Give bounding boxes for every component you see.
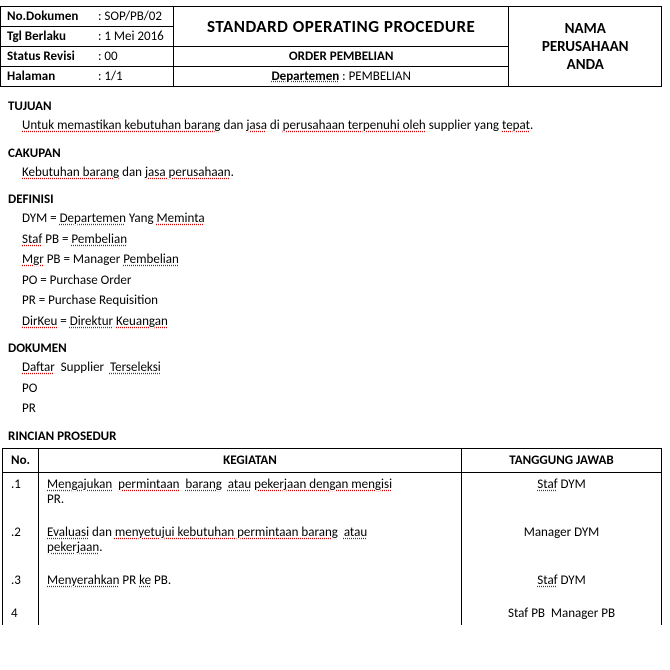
header-table: No.Dokumen : SOP/PB/02 STANDARD OPERATIN… (0, 6, 662, 87)
table-row: .1Mengajukan permintaan barang atau peke… (3, 472, 662, 521)
hdr-value-1: : 1 Mei 2016 (98, 29, 164, 44)
section-definisi: . DEFINISI DYM = Departemen Yang Meminta… (0, 192, 662, 331)
hdr-label-3: Halaman (7, 69, 95, 84)
table-row: .3Menyerahkan PR ke PB.Staf DYM (3, 569, 662, 602)
cell-tanggung-jawab: Staf DYM (462, 472, 662, 521)
hdr-label-0: No.Dokumen (7, 9, 95, 24)
definisi-line: DirKeu = Direktur Keuangan (22, 312, 662, 332)
table-row: .2Evaluasi dan menyetujui kebutuhan perm… (3, 521, 662, 569)
col-no: No. (3, 448, 39, 472)
section-rincian: . RINCIAN PROSEDUR (0, 429, 662, 444)
cell-tanggung-jawab: Staf DYM (462, 569, 662, 602)
cell-no: .3 (3, 569, 39, 602)
header-subtitle: ORDER PEMBELIAN (173, 47, 509, 67)
cell-tanggung-jawab: Staf PB Manager PB (462, 602, 662, 625)
cakupan-text: Kebutuhan barang dan jasa perusahaan. (22, 163, 662, 183)
header-title: STANDARD OPERATING PROCEDURE (173, 7, 509, 47)
procedure-table: No. KEGIATAN TANGGUNG JAWAB .1Mengajukan… (2, 448, 662, 625)
section-cakupan: . CAKUPAN Kebutuhan barang dan jasa peru… (0, 146, 662, 183)
cell-no: .1 (3, 472, 39, 521)
cell-kegiatan (39, 602, 462, 625)
company-name: NAMA PERUSAHAAN ANDA (509, 7, 662, 87)
col-tanggung-jawab: TANGGUNG JAWAB (462, 448, 662, 472)
definisi-line: Mgr PB = Manager Pembelian (22, 250, 662, 270)
hdr-value-3: : 1/1 (98, 69, 123, 84)
col-kegiatan: KEGIATAN (39, 448, 462, 472)
dokumen-line: PO (22, 379, 662, 399)
definisi-line: DYM = Departemen Yang Meminta (22, 209, 662, 229)
hdr-value-2: : 00 (98, 49, 118, 64)
cell-kegiatan: Evaluasi dan menyetujui kebutuhan permin… (39, 521, 462, 569)
hdr-label-1: Tgl Berlaku (7, 29, 95, 44)
header-department: Departemen : PEMBELIAN (173, 67, 509, 87)
cell-tanggung-jawab: Manager DYM (462, 521, 662, 569)
definisi-line: PR = Purchase Requisition (22, 291, 662, 311)
dokumen-line: PR (22, 399, 662, 419)
dokumen-line: Daftar Supplier Terseleksi (22, 358, 662, 378)
definisi-line: PO = Purchase Order (22, 271, 662, 291)
cell-no: .2 (3, 521, 39, 569)
section-tujuan: . TUJUAN Untuk memastikan kebutuhan bara… (0, 99, 662, 136)
cell-kegiatan: Mengajukan permintaan barang atau pekerj… (39, 472, 462, 521)
tujuan-text: Untuk memastikan kebutuhan barang dan ja… (22, 116, 662, 136)
table-row: 4 Staf PB Manager PB (3, 602, 662, 625)
section-dokumen: 4. DOKUMEN Daftar Supplier TerseleksiPOP… (0, 341, 662, 419)
hdr-value-0: : SOP/PB/02 (98, 9, 162, 24)
hdr-label-2: Status Revisi (7, 49, 95, 64)
cell-no: 4 (3, 602, 39, 625)
definisi-line: Staf PB = Pembelian (22, 230, 662, 250)
cell-kegiatan: Menyerahkan PR ke PB. (39, 569, 462, 602)
